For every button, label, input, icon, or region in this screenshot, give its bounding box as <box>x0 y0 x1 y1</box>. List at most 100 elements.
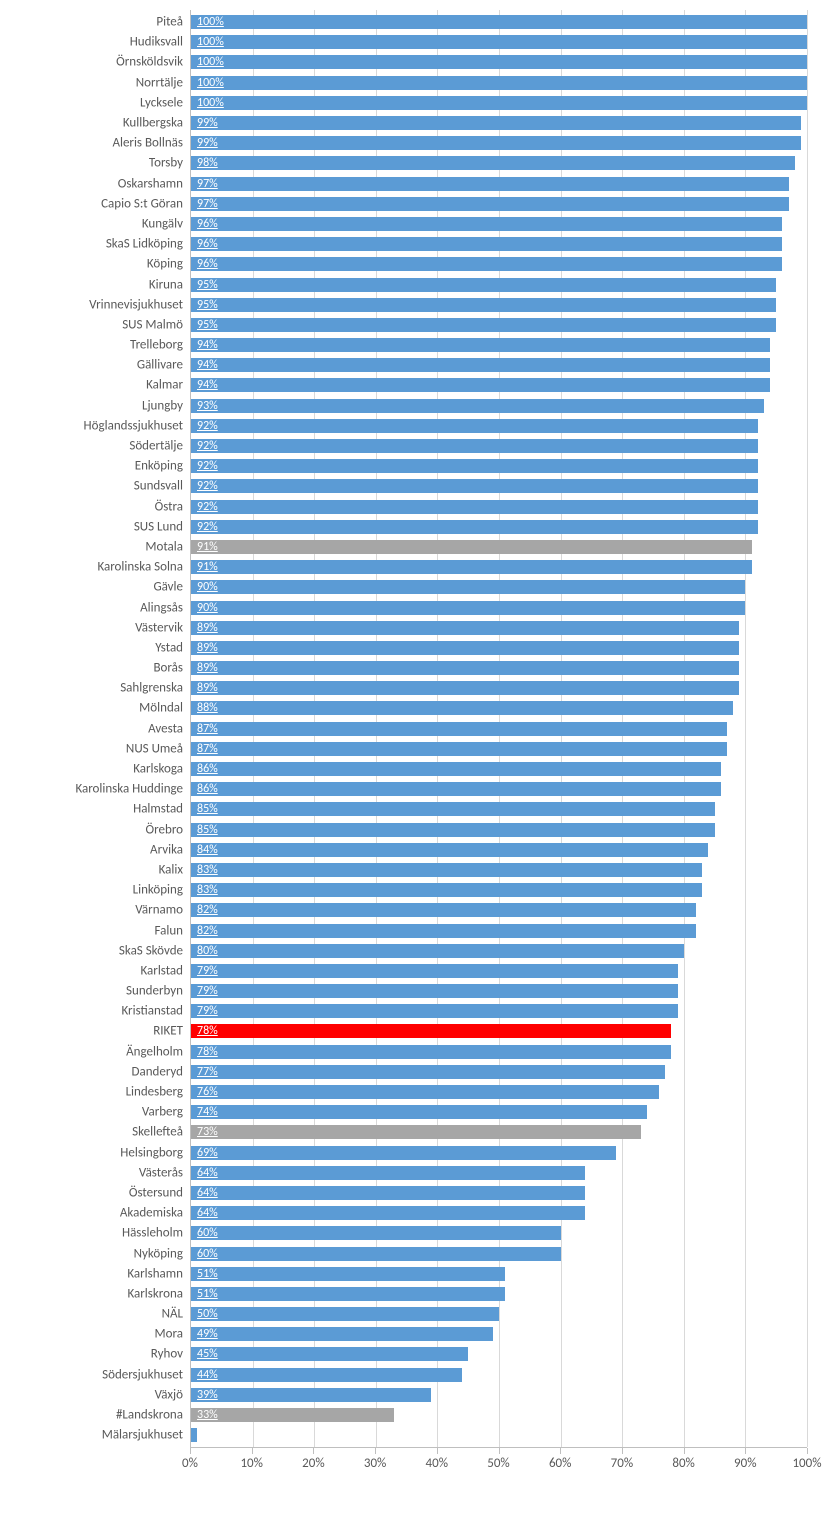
bar: 39% <box>191 1388 431 1402</box>
table-row: Kiruna95% <box>191 274 807 294</box>
bar-value-label: 77% <box>197 1066 218 1078</box>
category-label: Norrtälje <box>136 76 191 89</box>
bar: 76% <box>191 1085 659 1099</box>
table-row: Sundsvall92% <box>191 476 807 496</box>
table-row: Trelleborg94% <box>191 335 807 355</box>
bar-value-label: 85% <box>197 824 218 836</box>
category-label: SUS Malmö <box>122 318 191 331</box>
bar: 100% <box>191 76 807 90</box>
bar-value-label: 100% <box>197 77 224 89</box>
bar: 87% <box>191 722 727 736</box>
category-label: Kiruna <box>149 278 191 291</box>
category-label: Skellefteå <box>132 1126 191 1139</box>
table-row: Piteå100% <box>191 12 807 32</box>
table-row: Norrtälje100% <box>191 73 807 93</box>
table-row: SUS Lund92% <box>191 517 807 537</box>
bar-value-label: 94% <box>197 379 218 391</box>
bar: 84% <box>191 843 708 857</box>
bar-value-label: 45% <box>197 1348 218 1360</box>
table-row: Ystad89% <box>191 638 807 658</box>
bar-value-label: 78% <box>197 1046 218 1058</box>
bar: 45% <box>191 1347 468 1361</box>
bar: 82% <box>191 903 696 917</box>
bar: 83% <box>191 863 702 877</box>
bar-value-label: 79% <box>197 1005 218 1017</box>
table-row: Ängelholm78% <box>191 1042 807 1062</box>
bar-value-label: 60% <box>197 1227 218 1239</box>
x-axis: 0%10%20%30%40%50%60%70%80%90%100% <box>190 1448 807 1478</box>
bar: 92% <box>191 479 758 493</box>
table-row: Södertälje92% <box>191 436 807 456</box>
x-axis-tick-label: 70% <box>611 1456 633 1471</box>
category-label: Karlstad <box>141 964 191 977</box>
table-row: Helsingborg69% <box>191 1143 807 1163</box>
bar: 51% <box>191 1287 505 1301</box>
category-label: Trelleborg <box>130 339 191 352</box>
bar: 92% <box>191 520 758 534</box>
bar-value-label: 83% <box>197 884 218 896</box>
table-row: Halmstad85% <box>191 799 807 819</box>
table-row: Torsby98% <box>191 153 807 173</box>
bar-value-label: 84% <box>197 844 218 856</box>
category-label: Karlshamn <box>127 1267 191 1280</box>
bar: 92% <box>191 439 758 453</box>
bar-value-label: 90% <box>197 602 218 614</box>
category-label: Nyköping <box>134 1247 191 1260</box>
bar: 99% <box>191 116 801 130</box>
bar-value-label: 97% <box>197 198 218 210</box>
bar: 88% <box>191 701 733 715</box>
bar-value-label: 94% <box>197 339 218 351</box>
table-row: Motala91% <box>191 537 807 557</box>
bar-value-label: 64% <box>197 1187 218 1199</box>
bar: 60% <box>191 1247 561 1261</box>
category-label: Gävle <box>153 581 191 594</box>
category-label: Växjö <box>155 1388 191 1401</box>
table-row: NÄL50% <box>191 1304 807 1324</box>
category-label: Kungälv <box>142 217 191 230</box>
table-row: Värnamo82% <box>191 900 807 920</box>
category-label: Kalmar <box>146 379 191 392</box>
category-label: Karolinska Huddinge <box>75 783 191 796</box>
table-row: Kalmar94% <box>191 375 807 395</box>
bar: 79% <box>191 964 678 978</box>
bar-value-label: 97% <box>197 178 218 190</box>
category-label: RIKET <box>153 1025 191 1038</box>
bar: 80% <box>191 944 684 958</box>
table-row: Capio S:t Göran97% <box>191 194 807 214</box>
category-label: Ryhov <box>151 1348 191 1361</box>
table-row: Gävle90% <box>191 577 807 597</box>
category-label: Hudiksvall <box>130 36 191 49</box>
bar: 100% <box>191 15 807 29</box>
bar: 86% <box>191 762 721 776</box>
bar: 50% <box>191 1307 499 1321</box>
category-label: Borås <box>153 662 191 675</box>
bar-value-label: 64% <box>197 1207 218 1219</box>
bar: 97% <box>191 177 789 191</box>
bar: 95% <box>191 298 776 312</box>
table-row: Gällivare94% <box>191 355 807 375</box>
bar-value-label: 78% <box>197 1025 218 1037</box>
table-row: Växjö39% <box>191 1385 807 1405</box>
bar-value-label: 99% <box>197 117 218 129</box>
table-row: Karlshamn51% <box>191 1264 807 1284</box>
bar-value-label: 80% <box>197 945 218 957</box>
bar: 92% <box>191 419 758 433</box>
category-label: Köping <box>147 258 191 271</box>
bar: 89% <box>191 661 739 675</box>
category-label: SkaS Lidköping <box>106 238 191 251</box>
bar: 95% <box>191 318 776 332</box>
table-row: Aleris Bollnäs99% <box>191 133 807 153</box>
table-row: Örnsköldsvik100% <box>191 52 807 72</box>
table-row: Sahlgrenska89% <box>191 678 807 698</box>
bar-value-label: 79% <box>197 985 218 997</box>
bar-value-label: 83% <box>197 864 218 876</box>
bar: 96% <box>191 257 782 271</box>
bar-value-label: 98% <box>197 157 218 169</box>
bar-value-label: 93% <box>197 400 218 412</box>
bar: 73% <box>191 1125 641 1139</box>
table-row: Karlskoga86% <box>191 759 807 779</box>
x-axis-tick-label: 100% <box>792 1456 821 1471</box>
bar: 93% <box>191 399 764 413</box>
table-row: Skellefteå73% <box>191 1122 807 1142</box>
table-row: Kungälv96% <box>191 214 807 234</box>
